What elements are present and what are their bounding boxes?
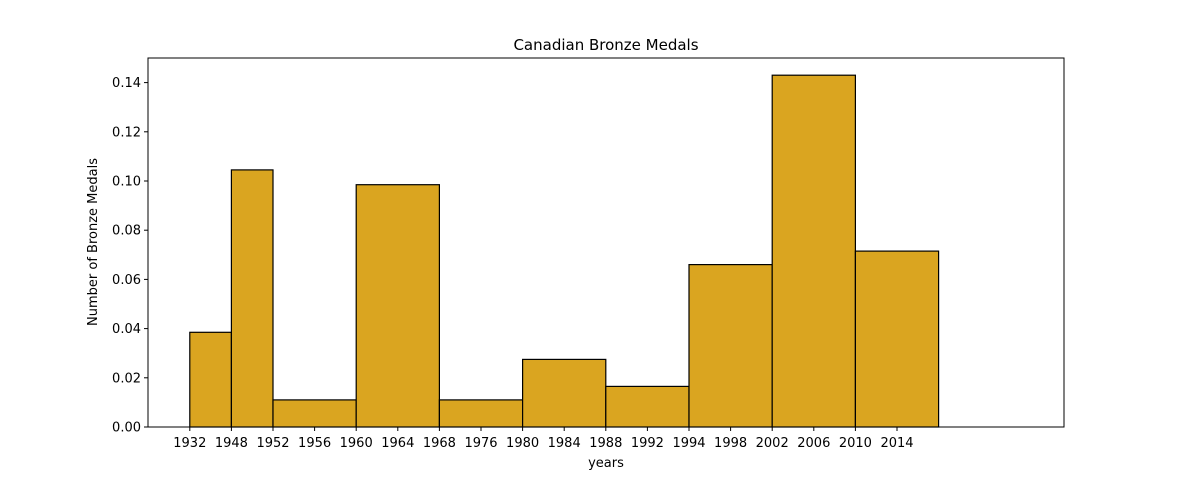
x-tick-label: 1952 xyxy=(256,436,289,451)
x-tick-label: 1992 xyxy=(631,436,664,451)
y-tick-label: 0.04 xyxy=(112,322,141,337)
x-tick-label: 1976 xyxy=(464,436,497,451)
x-tick-label: 1984 xyxy=(548,436,581,451)
x-tick-label: 2006 xyxy=(797,436,830,451)
y-tick-label: 0.08 xyxy=(112,224,141,239)
histogram-bar xyxy=(688,264,773,428)
x-tick-label: 1960 xyxy=(340,436,373,451)
histogram-bar xyxy=(438,399,524,428)
x-tick-label: 1964 xyxy=(381,436,414,451)
histogram-bar xyxy=(605,385,690,428)
x-tick-label: 1998 xyxy=(714,436,747,451)
x-tick-label: 1988 xyxy=(589,436,622,451)
histogram-bar xyxy=(355,184,441,428)
bars xyxy=(189,74,940,428)
x-tick-label: 1968 xyxy=(423,436,456,451)
histogram-bar xyxy=(189,331,233,428)
y-tick-label: 0.06 xyxy=(112,273,141,288)
y-axis-label: Number of Bronze Medals xyxy=(86,158,101,326)
x-tick-label: 1956 xyxy=(298,436,331,451)
histogram-bar xyxy=(272,399,357,428)
y-tick-label: 0.00 xyxy=(112,421,141,436)
x-tick-label: 1932 xyxy=(173,436,206,451)
y-axis: 0.00 0.02 0.04 0.06 0.08 0.10 0.12 0.14 xyxy=(112,76,148,436)
x-tick-label: 1980 xyxy=(506,436,539,451)
x-tick-label: 2014 xyxy=(880,436,913,451)
x-axis-label: years xyxy=(588,456,624,471)
x-tick-label: 1948 xyxy=(215,436,248,451)
chart-title: Canadian Bronze Medals xyxy=(513,36,698,54)
histogram-bar xyxy=(771,74,857,428)
x-tick-label: 2002 xyxy=(756,436,789,451)
y-tick-label: 0.02 xyxy=(112,371,141,386)
histogram-bar xyxy=(230,169,274,428)
histogram-bar xyxy=(521,358,607,428)
y-tick-label: 0.14 xyxy=(112,76,141,91)
x-axis: 1932 1948 1952 1956 1960 1964 1968 1976 1980 1984… xyxy=(173,427,914,451)
x-tick-label: 1994 xyxy=(672,436,705,451)
y-tick-label: 0.10 xyxy=(112,175,141,190)
x-tick-label: 2010 xyxy=(839,436,872,451)
histogram-bar xyxy=(854,250,940,428)
y-tick-label: 0.12 xyxy=(112,125,141,140)
